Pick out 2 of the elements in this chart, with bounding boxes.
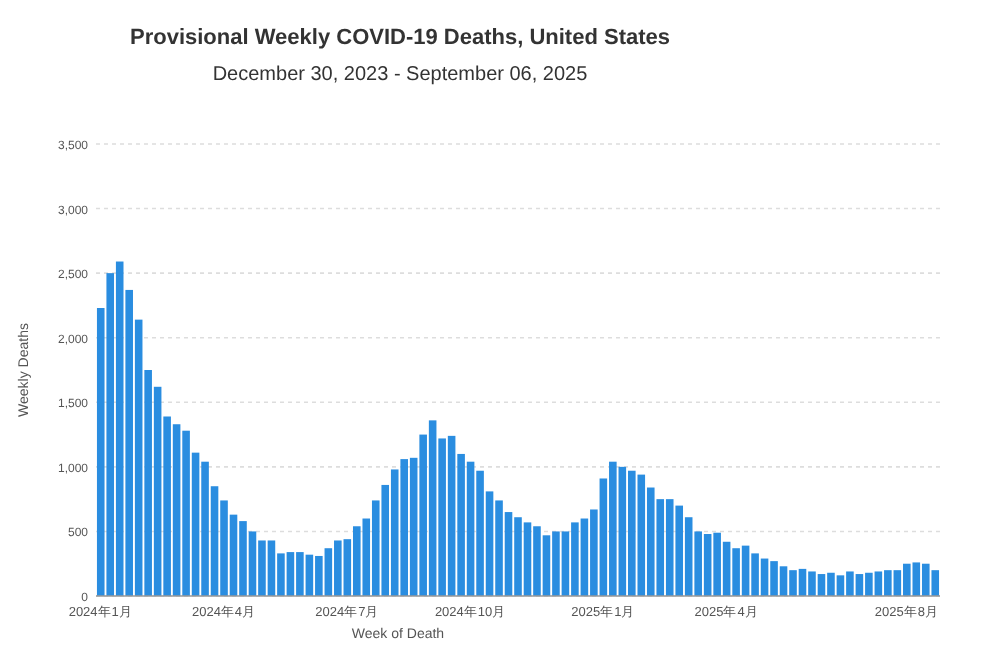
chart-subtitle: December 30, 2023 - September 06, 2025	[212, 64, 589, 86]
chart-title: Provisional Weekly COVID-19 Deaths, United States	[130, 26, 670, 50]
